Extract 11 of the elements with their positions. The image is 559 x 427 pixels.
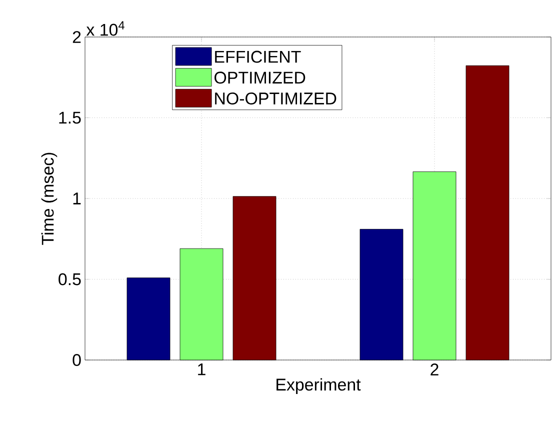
y-tick-label: 1.5 bbox=[59, 112, 81, 124]
y-axis-title: Time (msec) bbox=[41, 152, 58, 245]
x-axis-title: Experiment bbox=[276, 378, 361, 394]
y-tick-label: 0.5 bbox=[58, 273, 81, 286]
legend-label: OPTIMIZED bbox=[214, 72, 306, 84]
legend-label: NO-OPTIMIZED bbox=[215, 92, 336, 105]
text: x 10$^{4}$ bbox=[86, 21, 124, 36]
y-tick-label: 1 bbox=[73, 192, 81, 204]
y-tick-label: 0 bbox=[72, 354, 81, 366]
y-tick-label: 2 bbox=[72, 31, 81, 43]
legend-label: EFFICIENT bbox=[215, 50, 301, 63]
